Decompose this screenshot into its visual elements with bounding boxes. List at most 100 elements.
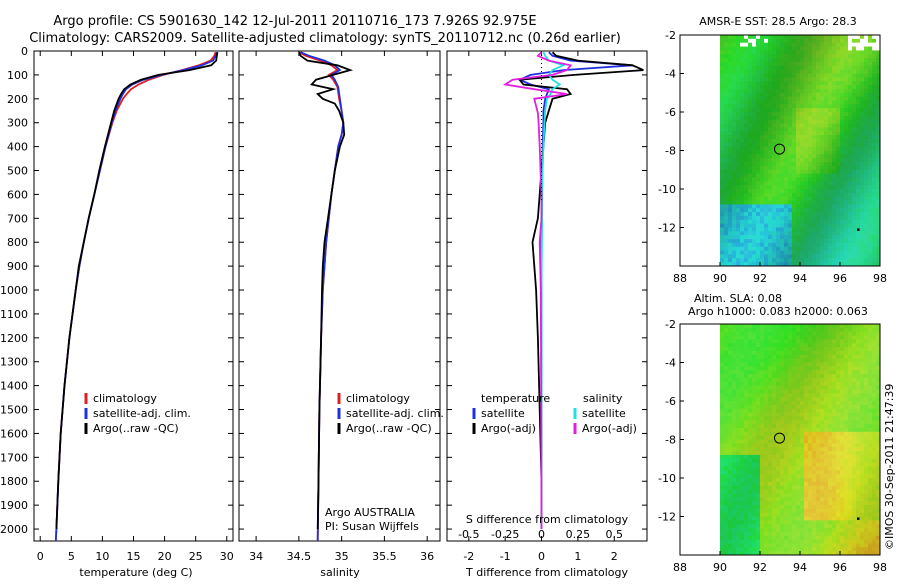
sla_map-cell: [768, 409, 772, 413]
sla_map-cell: [844, 428, 848, 432]
sst_map-cell: [772, 47, 776, 51]
sla_map-cell: [856, 451, 860, 455]
sst_map-cell: [744, 193, 748, 197]
sst_map-cell: [744, 62, 748, 66]
sla_map-cell: [752, 324, 756, 328]
sst_map-cell: [820, 74, 824, 78]
sla_map-cell: [864, 339, 868, 343]
sla_map-cell: [816, 486, 820, 490]
sst_map-cell: [860, 158, 864, 162]
sla_map-cell: [804, 482, 808, 486]
sst_map-cell: [824, 197, 828, 201]
sst_map-cell: [820, 85, 824, 89]
sst_map-cell: [828, 166, 832, 170]
sst_map-cell: [720, 127, 724, 131]
sst_map-cell: [788, 74, 792, 78]
sst_map-cell: [856, 151, 860, 155]
sst_map-cell: [868, 81, 872, 85]
sla_map-cell: [796, 355, 800, 359]
sla_map-cell: [852, 520, 856, 524]
sst_map-cell: [872, 143, 876, 147]
sla_map-cell: [732, 424, 736, 428]
sla_map-cell: [736, 428, 740, 432]
sla_map-cell: [804, 536, 808, 540]
sst_map-cell: [728, 151, 732, 155]
sla_map-cell: [852, 355, 856, 359]
sla_map-cell: [844, 463, 848, 467]
sst_map-cell: [836, 231, 840, 235]
sst_map-cell: [840, 158, 844, 162]
sst_map-cell: [776, 216, 780, 220]
sla_map-cell: [740, 501, 744, 505]
sst_map-cell: [852, 74, 856, 78]
sla_map-cell: [736, 474, 740, 478]
sst_map-cell: [824, 89, 828, 93]
sla_map-cell: [724, 517, 728, 521]
sla_map-cell: [840, 470, 844, 474]
sla_map-cell: [760, 517, 764, 521]
sla_map-cell: [836, 455, 840, 459]
sst_map-cell: [780, 177, 784, 181]
sla_map-cell: [732, 355, 736, 359]
sla_map-cell: [832, 443, 836, 447]
sla_map-cell: [808, 432, 812, 436]
sla_map-cell: [816, 393, 820, 397]
sla_map-cell: [808, 413, 812, 417]
sla_map-cell: [736, 351, 740, 355]
sst_map-cell: [728, 158, 732, 162]
sst_map-cell: [764, 47, 768, 51]
sst_map-cell: [804, 170, 808, 174]
sla_map-cell: [724, 540, 728, 544]
sst_map-cell: [784, 193, 788, 197]
sla_map-cell: [792, 543, 796, 547]
sst_map-cell: [828, 100, 832, 104]
sst_map-cell: [864, 97, 868, 101]
sla_map-cell: [788, 455, 792, 459]
sst_map-cell: [840, 193, 844, 197]
sla_map-cell: [776, 517, 780, 521]
sla_map-cell: [732, 347, 736, 351]
sst_map-cell: [820, 143, 824, 147]
sla_map-cell: [740, 366, 744, 370]
sst_map-cell: [732, 131, 736, 135]
sst_map-cell: [872, 185, 876, 189]
sst_map-cell: [724, 251, 728, 255]
sst_map-cell: [780, 108, 784, 112]
sst_map-cell: [836, 158, 840, 162]
sla_map-cell: [752, 474, 756, 478]
sla_map-cell: [840, 497, 844, 501]
sla_map-cell: [808, 517, 812, 521]
sla_map-cell: [796, 343, 800, 347]
sla_map-cell: [824, 543, 828, 547]
sla_map-cell: [812, 405, 816, 409]
sst_map-cell: [760, 251, 764, 255]
sla_map-cell: [848, 324, 852, 328]
sla_map-cell: [836, 339, 840, 343]
sst_map-cell: [864, 85, 868, 89]
sst_map-cell: [832, 127, 836, 131]
sst_map-cell: [776, 158, 780, 162]
sst_map-cell: [732, 143, 736, 147]
sst_map-cell: [776, 93, 780, 97]
sst_map-cell: [836, 174, 840, 178]
sla_map-cell: [740, 505, 744, 509]
sla_map-cell: [864, 428, 868, 432]
sla_map-cell: [864, 524, 868, 528]
sst_map-cell: [772, 185, 776, 189]
sst_map-cell: [732, 185, 736, 189]
sst_map-cell: [820, 239, 824, 243]
sla_map-cell: [804, 405, 808, 409]
sst_map-cell: [792, 85, 796, 89]
sst_map-cell: [772, 258, 776, 262]
sla_map-cell: [816, 355, 820, 359]
sla_map-cell: [720, 543, 724, 547]
sst_map-cell: [752, 135, 756, 139]
sla_map-cell: [836, 540, 840, 544]
sst_map-cell: [744, 251, 748, 255]
sst_map-cell: [728, 174, 732, 178]
sla_map-cell: [760, 459, 764, 463]
sst_map-cell: [860, 131, 864, 135]
sla_map-cell: [828, 343, 832, 347]
sla_map-cell: [872, 440, 876, 444]
